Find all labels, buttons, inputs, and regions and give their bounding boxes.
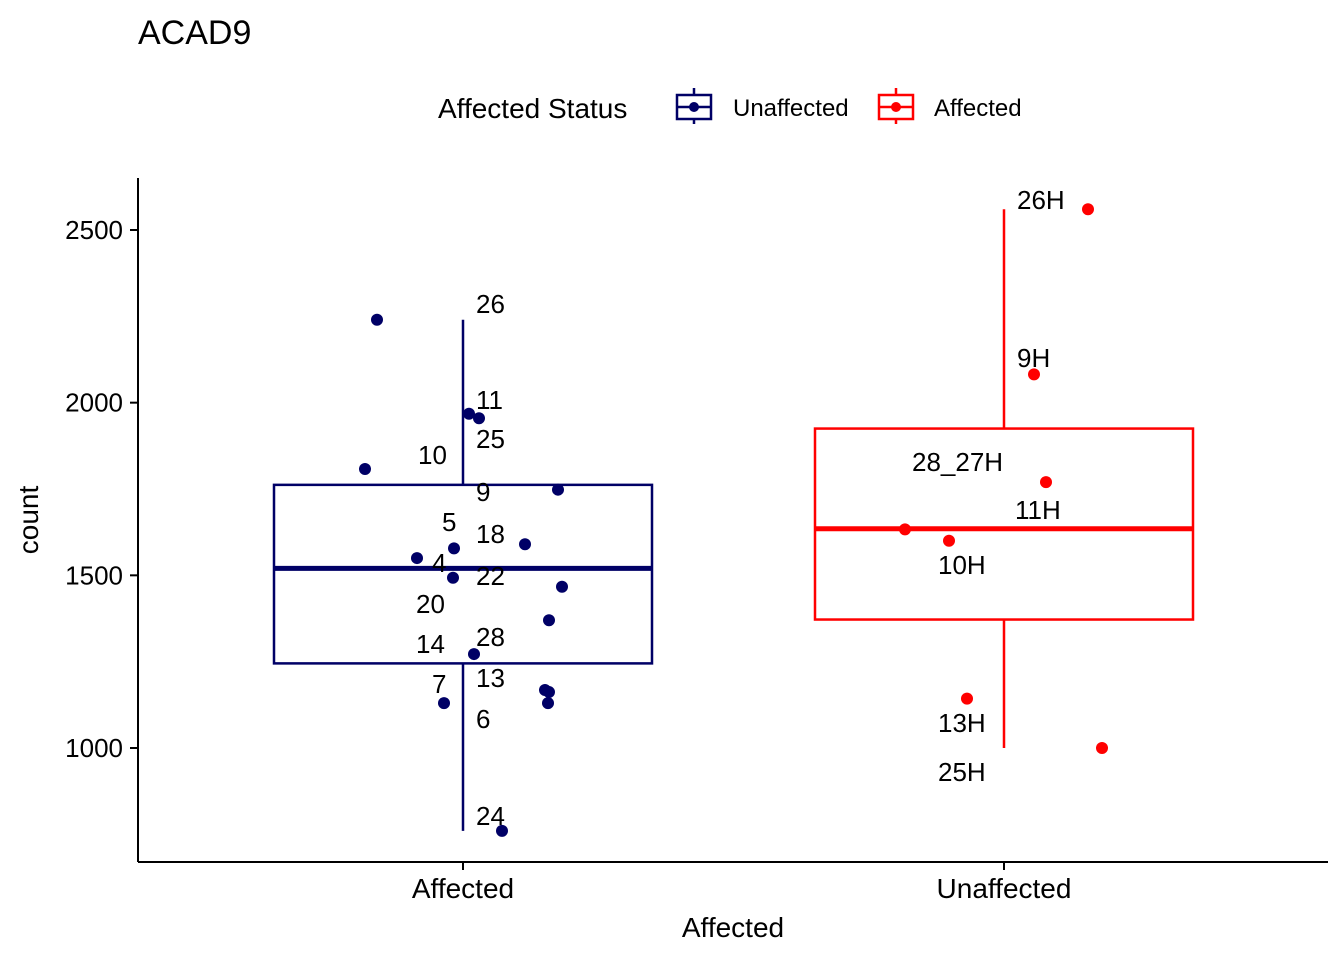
legend-label-unaffected: Unaffected [733, 95, 849, 122]
data-point [438, 697, 450, 710]
point-label-20: 20 [416, 589, 445, 619]
data-point [473, 412, 485, 425]
x-tick-label: Unaffected [937, 873, 1072, 904]
point-label-24: 24 [476, 801, 505, 831]
point-label-26h: 26H [1017, 185, 1065, 215]
data-point [961, 692, 973, 705]
data-point [447, 571, 459, 584]
plot-area: 26 11 25 10 9 18 5 4 22 20 28 14 13 76 24 26H 9H 11H 28_27… [272, 185, 1195, 837]
point-label-14: 14 [416, 629, 445, 659]
point-label-26: 26 [476, 289, 505, 319]
y-axis-ticks: 1000 1500 2000 2500 [65, 215, 138, 763]
data-point [359, 462, 371, 475]
point-label-7: 7 [432, 669, 446, 699]
data-point [496, 824, 508, 837]
data-point [1082, 203, 1094, 216]
point-label-18: 18 [476, 519, 505, 549]
point-label-22: 22 [476, 561, 505, 591]
point-label-5: 5 [442, 507, 456, 537]
data-point [543, 686, 555, 699]
box-iqr [272, 483, 654, 665]
legend-key-affected [877, 88, 915, 124]
point-label-10: 10 [418, 440, 447, 470]
x-tick-label: Affected [412, 873, 514, 904]
x-axis-label: Affected [682, 912, 784, 943]
data-point [543, 614, 555, 627]
data-point [1028, 368, 1040, 381]
legend-title: Affected Status [438, 93, 627, 124]
boxplot-unaffected: 26H 9H 11H 28_27H 10H 13H 25H [813, 185, 1195, 787]
legend: Affected Status Unaffected Affected [438, 88, 1022, 124]
legend-key-point [891, 102, 901, 112]
chart-title: ACAD9 [138, 14, 251, 52]
x-axis-ticks: Affected Unaffected [412, 862, 1072, 904]
point-label-25h: 25H [938, 757, 986, 787]
point-label-28: 28 [476, 622, 505, 652]
data-point [463, 407, 475, 420]
data-point [1040, 476, 1052, 489]
point-label-4: 4 [432, 548, 446, 578]
data-point [371, 313, 383, 326]
point-label-13h: 13H [938, 708, 986, 738]
point-label-13: 13 [476, 663, 505, 693]
y-tick-label: 1000 [65, 733, 123, 763]
boxplot-affected: 26 11 25 10 9 18 5 4 22 20 28 14 13 76 24 [272, 289, 654, 837]
data-point [411, 552, 423, 565]
data-point [448, 542, 460, 555]
legend-key-unaffected [675, 88, 713, 124]
data-point [943, 534, 955, 547]
point-label-11h: 11H [1015, 495, 1061, 525]
point-label-25: 25 [476, 424, 505, 454]
data-point [542, 697, 554, 710]
data-point [552, 483, 564, 496]
data-point [556, 580, 568, 593]
point-label-6: 6 [476, 704, 490, 734]
y-axis-label: count [13, 486, 44, 555]
box-iqr [813, 427, 1195, 621]
data-point [1096, 742, 1108, 754]
point-label-11: 11 [476, 385, 503, 415]
y-tick-label: 2000 [65, 388, 123, 418]
legend-label-affected: Affected [934, 95, 1022, 122]
point-label-9h: 9H [1017, 343, 1050, 373]
y-tick-label: 2500 [65, 215, 123, 245]
point-label-28-27h: 28_27H [912, 447, 1003, 477]
data-point [468, 648, 480, 661]
data-point [519, 538, 531, 551]
data-point [899, 523, 911, 536]
point-label-10h: 10H [938, 550, 986, 580]
y-tick-label: 1500 [65, 560, 123, 590]
legend-key-point [689, 102, 699, 112]
point-label-9: 9 [476, 477, 490, 507]
